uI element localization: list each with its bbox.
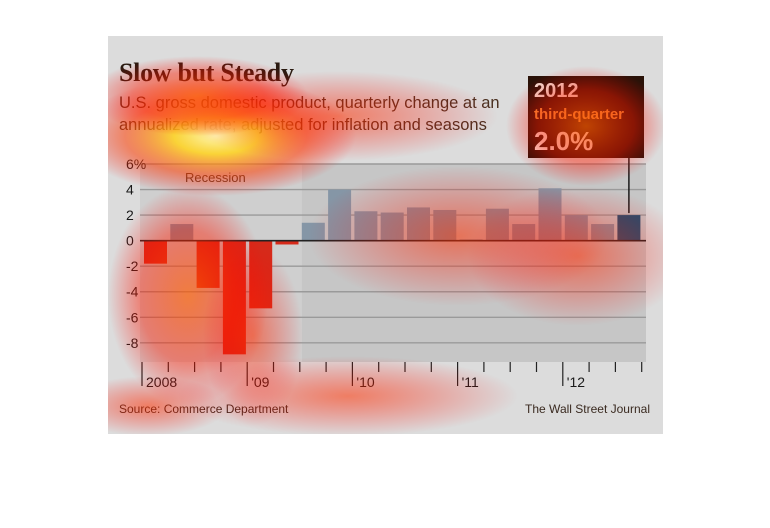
- bar-2011-q2: [485, 208, 509, 241]
- x-tick-label: '11: [462, 374, 479, 390]
- plot-background: [301, 164, 646, 362]
- publisher-credit: The Wall Street Journal: [525, 402, 650, 416]
- x-tick-label: '10: [356, 374, 374, 390]
- bar-2010-q2: [380, 212, 404, 241]
- third-quarter-callout: 2012 third-quarter 2.0%: [528, 76, 644, 158]
- bar-2008-q2: [170, 224, 194, 241]
- bar-2011-q3: [512, 224, 536, 241]
- bar-2012-q2: [591, 224, 615, 241]
- callout-value: 2.0%: [534, 126, 594, 156]
- source-note: Source: Commerce Department: [119, 402, 289, 416]
- bar-2008-q1: [144, 240, 167, 264]
- bar-2009-q3: [301, 222, 325, 241]
- x-tick-label: '12: [567, 374, 585, 390]
- y-tick-label: -8: [126, 335, 139, 351]
- bar-2009-q4: [328, 189, 352, 241]
- y-tick-label: -2: [126, 258, 139, 274]
- recession-annotation: Recession: [185, 170, 246, 185]
- bar-2009-q1: [249, 240, 273, 309]
- y-tick-label: -6: [126, 309, 139, 325]
- y-tick-label: 0: [126, 233, 134, 249]
- bar-2012-q3: [617, 215, 641, 241]
- x-tick-label: '09: [251, 374, 269, 390]
- bar-2010-q4: [433, 209, 457, 241]
- bar-2008-q4: [222, 240, 246, 355]
- y-tick-label: 6%: [126, 156, 146, 172]
- bar-2011-q4: [538, 188, 562, 241]
- callout-label: third-quarter: [534, 106, 624, 123]
- chart-card: Slow but Steady U.S. gross domestic prod…: [108, 36, 663, 434]
- bar-2009-q2: [275, 240, 299, 245]
- callout-year: 2012: [534, 80, 579, 102]
- bar-2008-q3: [196, 240, 220, 288]
- y-tick-label: 4: [126, 182, 134, 198]
- bar-2010-q1: [354, 211, 378, 241]
- y-tick-label: 2: [126, 207, 134, 223]
- y-tick-label: -4: [126, 284, 139, 300]
- bar-2010-q3: [407, 207, 430, 241]
- x-tick-label: 2008: [146, 374, 177, 390]
- bar-2012-q1: [564, 215, 588, 241]
